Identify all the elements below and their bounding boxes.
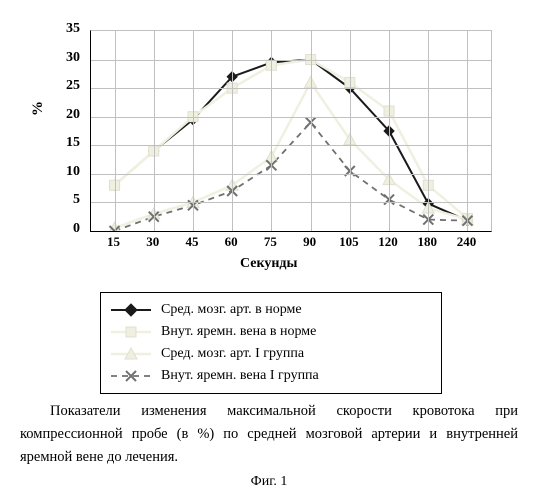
x-tick: 120 [373, 234, 403, 250]
legend-swatch [111, 367, 151, 385]
legend-label: Внут. яремн. вена в норме [161, 324, 316, 340]
legend-label: Сред. мозг. арт. в норме [161, 302, 302, 318]
legend-label: Внут. яремн. вена I группа [161, 368, 319, 384]
plot-area [90, 30, 492, 232]
y-tick: 10 [30, 164, 80, 180]
legend-item: Внут. яремн. вена I группа [111, 365, 431, 387]
legend-item: Внут. яремн. вена в норме [111, 321, 431, 343]
legend-item: Сред. мозг. арт. в норме [111, 299, 431, 321]
y-tick: 30 [30, 50, 80, 66]
x-tick: 15 [99, 234, 129, 250]
chart: % Секунды 051015202530351530456075901051… [30, 20, 510, 290]
legend: Сред. мозг. арт. в норме Внут. яремн. ве… [100, 292, 442, 394]
page: % Секунды 051015202530351530456075901051… [0, 0, 538, 500]
plot-svg [91, 31, 491, 231]
y-tick: 15 [30, 135, 80, 151]
y-tick: 20 [30, 107, 80, 123]
legend-label: Сред. мозг. арт. I группа [161, 346, 304, 362]
y-tick: 5 [30, 192, 80, 208]
legend-swatch [111, 345, 151, 363]
legend-item: Сред. мозг. арт. I группа [111, 343, 431, 365]
legend-swatch [111, 323, 151, 341]
x-tick: 75 [255, 234, 285, 250]
caption: Показатели изменения максимальной скорос… [20, 400, 518, 470]
x-tick: 90 [295, 234, 325, 250]
y-tick: 25 [30, 78, 80, 94]
x-tick: 105 [334, 234, 364, 250]
legend-swatch [111, 301, 151, 319]
x-tick: 180 [412, 234, 442, 250]
x-tick: 30 [138, 234, 168, 250]
y-tick: 0 [30, 221, 80, 237]
figure-label: Фиг. 1 [0, 474, 538, 490]
y-tick: 35 [30, 21, 80, 37]
x-tick: 240 [451, 234, 481, 250]
x-tick: 45 [177, 234, 207, 250]
x-axis-label: Секунды [240, 256, 297, 272]
x-tick: 60 [216, 234, 246, 250]
